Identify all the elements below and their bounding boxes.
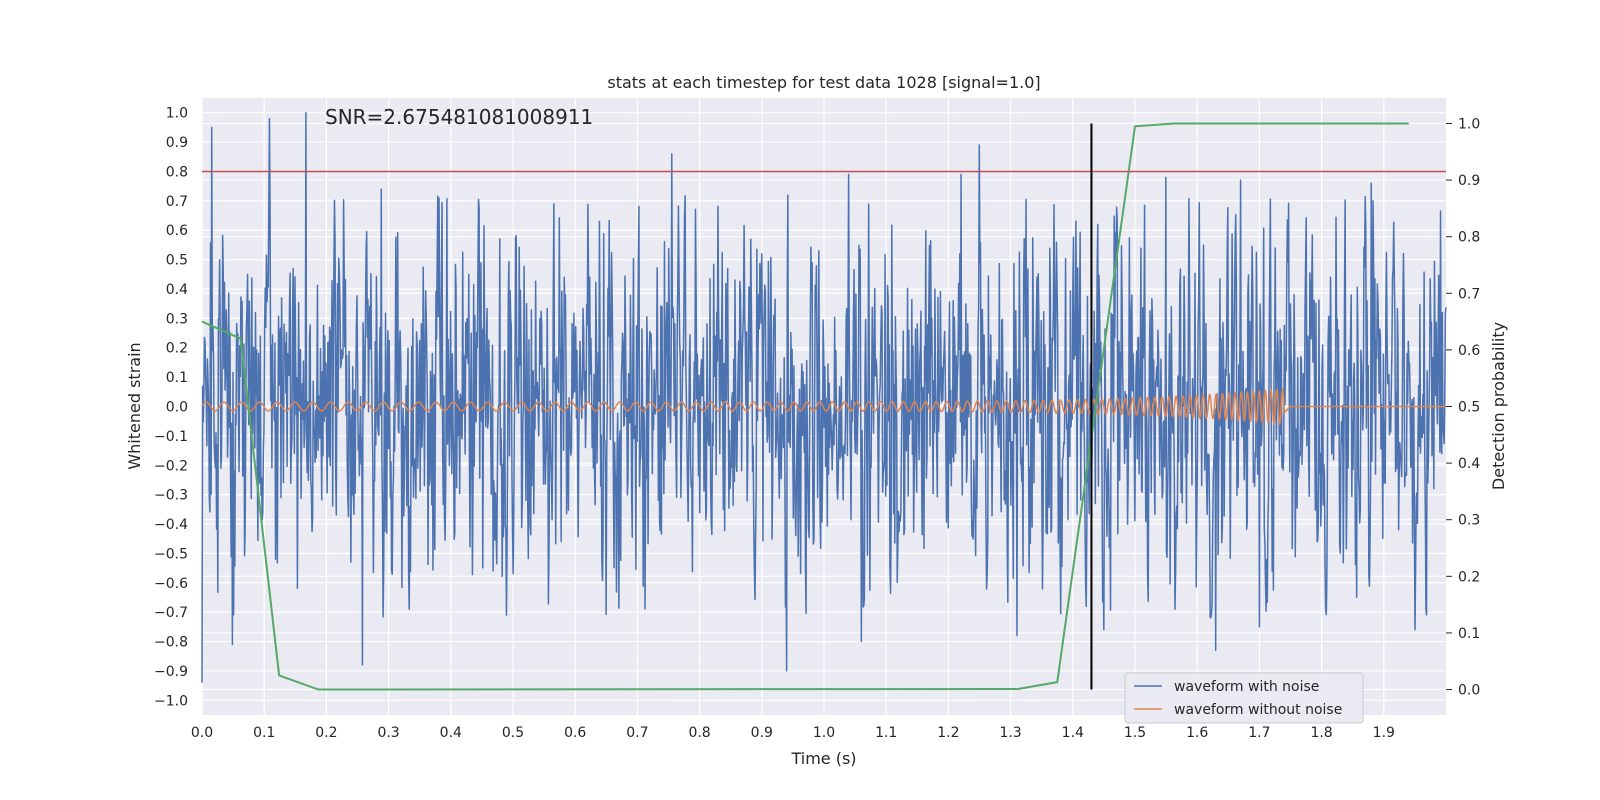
chart-title: stats at each timestep for test data 102… bbox=[607, 73, 1040, 92]
y-axis-label: Whitened strain bbox=[125, 342, 144, 469]
y2-tick-label: 0.7 bbox=[1458, 286, 1480, 302]
x-tick-label: 0.1 bbox=[253, 725, 275, 741]
y-tick-label: 1.0 bbox=[166, 106, 188, 122]
x-tick-label: 1.4 bbox=[1062, 725, 1084, 741]
legend: waveform with noise waveform without noi… bbox=[1124, 672, 1364, 724]
y2-tick-label: 0.3 bbox=[1458, 513, 1480, 529]
y2-tick-label: 0.5 bbox=[1458, 400, 1480, 416]
y-tick-label: −0.5 bbox=[154, 546, 188, 562]
y2-tick-label: 0.1 bbox=[1458, 626, 1480, 642]
x-tick-label: 1.1 bbox=[875, 725, 897, 741]
x-tick-label: 0.0 bbox=[191, 725, 213, 741]
y-tick-label: −0.7 bbox=[154, 605, 188, 621]
y2-tick-label: 0.6 bbox=[1458, 343, 1480, 359]
x-tick-label: 1.0 bbox=[813, 725, 835, 741]
y-tick-label: 0.7 bbox=[166, 194, 188, 210]
y2-tick-labels: 1.0 0.9 0.8 0.7 0.6 0.5 0.4 0.3 0.2 0.1 0.0 bbox=[1446, 116, 1480, 699]
x-tick-label: 1.6 bbox=[1186, 725, 1208, 741]
y-tick-label: 0.6 bbox=[166, 223, 188, 239]
noise-waveform-line bbox=[201, 111, 1447, 683]
y-tick-label: 0.2 bbox=[166, 341, 188, 357]
y-tick-labels: 1.0 0.9 0.8 0.7 0.6 0.5 0.4 0.3 0.2 0.1 0.0 −0.1 −0.… bbox=[154, 106, 188, 710]
x-tick-label: 0.5 bbox=[502, 725, 524, 741]
y-tick-label: −0.4 bbox=[154, 517, 188, 533]
noise-waveform-series bbox=[201, 111, 1447, 683]
clean-waveform-line bbox=[201, 387, 1446, 426]
detection-probability-line bbox=[201, 122, 1409, 691]
y-tick-label: 0.8 bbox=[166, 164, 188, 180]
y-tick-label: −1.0 bbox=[154, 693, 188, 709]
y-tick-label: 0.4 bbox=[166, 282, 188, 298]
y2-tick-label: 0.8 bbox=[1458, 230, 1480, 246]
x-tick-label: 0.9 bbox=[751, 725, 773, 741]
x-tick-label: 1.2 bbox=[937, 725, 959, 741]
y-tick-label: −0.3 bbox=[154, 488, 188, 504]
y2-tick-label: 1.0 bbox=[1458, 116, 1480, 132]
x-axis-label: Time (s) bbox=[790, 749, 856, 768]
y-tick-label: −0.6 bbox=[154, 576, 188, 592]
detection-probability-series bbox=[201, 122, 1409, 691]
legend-box bbox=[1124, 672, 1364, 724]
y2-tick-label: 0.4 bbox=[1458, 456, 1480, 472]
snr-annotation: SNR=2.675481081008911 bbox=[325, 105, 593, 129]
x-tick-label: 0.2 bbox=[315, 725, 337, 741]
x-tick-label: 0.6 bbox=[564, 725, 586, 741]
y-tick-label: 0.5 bbox=[166, 253, 188, 269]
y-tick-label: −0.8 bbox=[154, 635, 188, 651]
y2-tick-label: 0.0 bbox=[1458, 683, 1480, 699]
legend-label-clean: waveform without noise bbox=[1174, 702, 1342, 718]
x-tick-label: 0.8 bbox=[688, 725, 710, 741]
reference-lines bbox=[202, 123, 1446, 690]
x-tick-label: 1.3 bbox=[999, 725, 1021, 741]
y-tick-label: 0.9 bbox=[166, 135, 188, 151]
x-tick-label: 0.4 bbox=[440, 725, 462, 741]
y-tick-label: −0.2 bbox=[154, 458, 188, 474]
y2-tick-label: 0.9 bbox=[1458, 173, 1480, 189]
y-tick-label: −0.1 bbox=[154, 429, 188, 445]
x-tick-label: 0.3 bbox=[377, 725, 399, 741]
x-tick-label: 1.7 bbox=[1248, 725, 1270, 741]
y-tick-label: 0.0 bbox=[166, 400, 188, 416]
y2-axis-label: Detection probability bbox=[1489, 322, 1508, 490]
x-tick-label: 1.5 bbox=[1124, 725, 1146, 741]
x-tick-label: 1.8 bbox=[1310, 725, 1332, 741]
y-tick-label: 0.3 bbox=[166, 311, 188, 327]
x-tick-label: 0.7 bbox=[626, 725, 648, 741]
y2-tick-label: 0.2 bbox=[1458, 569, 1480, 585]
legend-label-noise: waveform with noise bbox=[1174, 679, 1319, 695]
y-tick-label: −0.9 bbox=[154, 664, 188, 680]
y-tick-label: 0.1 bbox=[166, 370, 188, 386]
x-tick-labels: 0.0 0.1 0.2 0.3 0.4 0.5 0.6 0.7 0.8 0.9 1.0 1.1 1.2 1… bbox=[191, 725, 1395, 741]
clean-waveform-series bbox=[201, 387, 1446, 426]
x-tick-label: 1.9 bbox=[1373, 725, 1395, 741]
